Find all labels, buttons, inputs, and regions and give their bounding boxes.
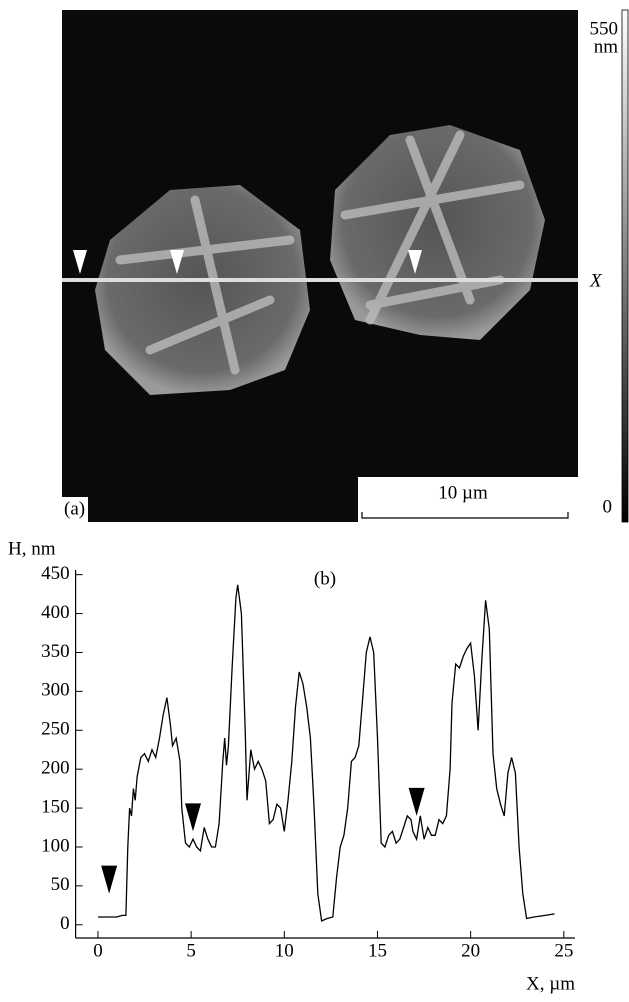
y-tick-label: 300 (41, 680, 70, 701)
line-label: X (589, 270, 603, 291)
x-tick-label: 0 (93, 940, 103, 961)
afm-image (62, 9, 629, 523)
marker (184, 803, 201, 832)
x-tick-label: 5 (186, 940, 196, 961)
x-tick-label: 15 (368, 940, 387, 961)
y-tick-label: 200 (41, 758, 70, 779)
marker (408, 787, 425, 816)
y-tick-label: 400 (41, 602, 70, 623)
x-tick-label: 25 (554, 940, 573, 961)
profile-line (98, 584, 555, 922)
colorbar-bottom: 0 (603, 496, 613, 517)
scale-bar: 10 µm (438, 482, 488, 503)
y-tick-label: 350 (41, 641, 70, 662)
y-tick-label: 100 (41, 835, 70, 856)
panel-label: (a) (64, 498, 85, 519)
marker (101, 865, 118, 894)
y-tick-label: 450 (41, 563, 70, 584)
chart-title: (b) (314, 568, 336, 589)
x-tick-label: 20 (461, 940, 480, 961)
x-axis-label: X, µm (526, 973, 575, 994)
colorbar-top: 550 (590, 18, 619, 39)
y-tick-label: 0 (60, 913, 70, 934)
y-axis-label: H, nm (8, 538, 56, 559)
y-tick-label: 150 (41, 796, 70, 817)
y-tick-label: 250 (41, 719, 70, 740)
x-tick-label: 10 (275, 940, 294, 961)
colorbar-unit: nm (594, 36, 619, 57)
y-tick-label: 50 (51, 874, 70, 895)
